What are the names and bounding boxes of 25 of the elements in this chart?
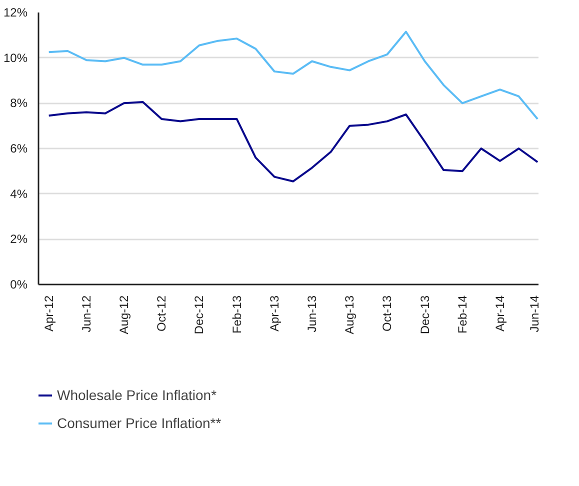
- x-tick-label: Apr-12: [42, 295, 56, 332]
- y-tick-label: 4%: [10, 186, 28, 201]
- y-tick-label: 6%: [10, 142, 28, 156]
- y-tick-label: 2%: [10, 232, 28, 246]
- legend-label: Wholesale Price Inflation*: [57, 387, 217, 403]
- x-tick-label: Jun-13: [304, 295, 319, 332]
- legend-label: Consumer Price Inflation**: [57, 415, 222, 431]
- x-tick-label: Aug-12: [117, 295, 132, 334]
- x-tick-label: Feb-13: [230, 295, 244, 334]
- x-tick-label: Apr-14: [492, 295, 507, 332]
- x-tick-label: Oct-12: [154, 295, 169, 332]
- y-tick-label: 10%: [3, 50, 28, 65]
- x-tick-label: Aug-13: [342, 295, 357, 334]
- y-tick-label: 12%: [3, 6, 28, 20]
- x-tick-label: Oct-13: [380, 295, 394, 332]
- x-tick-label: Jun-12: [79, 295, 94, 332]
- x-tick-label: Feb-14: [455, 295, 470, 334]
- y-tick-label: 0%: [10, 278, 28, 292]
- x-tick-label: Jun-14: [528, 295, 542, 332]
- x-tick-label: Dec-12: [192, 295, 206, 334]
- y-tick-label: 8%: [10, 96, 28, 110]
- x-tick-label: Dec-13: [418, 295, 432, 334]
- line-series: [48, 30, 538, 120]
- line-series: [48, 101, 538, 182]
- x-tick-label: Apr-13: [267, 295, 282, 332]
